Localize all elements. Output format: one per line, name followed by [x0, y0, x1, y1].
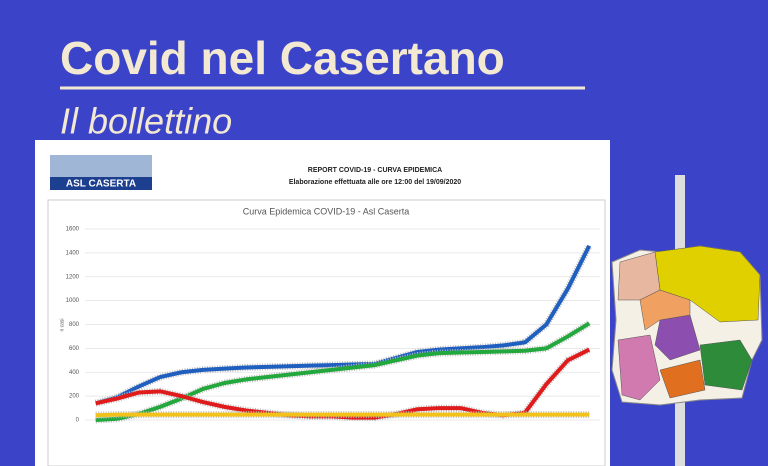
logo-building	[50, 155, 152, 177]
y-tick-label: 1000	[66, 298, 80, 304]
main-title: Covid nel Casertano	[60, 32, 505, 84]
y-tick-label: 1200	[66, 274, 80, 280]
y-tick-label: 400	[69, 370, 80, 376]
y-axis-label: n casi	[59, 318, 65, 331]
y-tick-label: 1600	[66, 227, 80, 233]
chart-title: Curva Epidemica COVID-19 - Asl Caserta	[243, 206, 410, 216]
y-tick-label: 200	[69, 394, 80, 400]
y-tick-label: 800	[69, 322, 80, 328]
map-area	[699, 339, 753, 391]
map-area	[639, 289, 691, 331]
map	[611, 245, 763, 406]
plot: 0 200 400 600 800 1000 1200 1400 1600	[66, 227, 600, 424]
report-heading: REPORT COVID-19 - CURVA EPIDEMICA	[308, 167, 442, 174]
series-line	[95, 244, 592, 406]
subtitle: Il bollettino	[60, 101, 232, 142]
logo-text: ASL CASERTA	[66, 179, 136, 190]
y-tick-label: 0	[76, 418, 80, 424]
map-area	[659, 359, 706, 399]
logo-band	[50, 177, 152, 190]
y-tick-label: 600	[69, 346, 80, 352]
map-area	[617, 334, 661, 401]
series-line	[95, 412, 590, 418]
y-tick-label: 1400	[66, 250, 80, 256]
report-note: Elaborazione effettuata alle ore 12:00 d…	[289, 179, 461, 186]
chart-frame	[47, 199, 606, 466]
series-line	[95, 321, 591, 422]
